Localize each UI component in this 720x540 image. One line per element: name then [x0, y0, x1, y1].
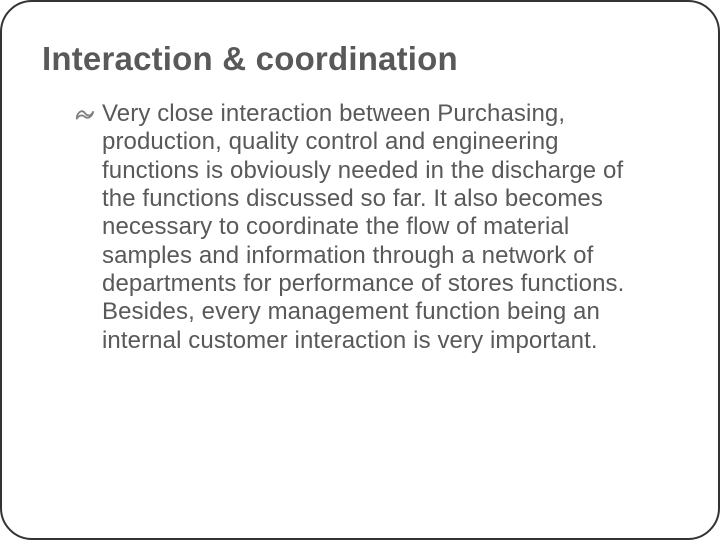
bullet-item: Very close interaction between Purchasin…: [74, 100, 658, 355]
slide-body-wrap: Very close interaction between Purchasin…: [42, 100, 678, 355]
slide-body-text: Very close interaction between Purchasin…: [102, 100, 658, 355]
slide-frame: Interaction & coordination Very close in…: [0, 0, 720, 540]
slide-title: Interaction & coordination: [42, 40, 678, 78]
scribble-bullet-icon: [74, 104, 96, 126]
